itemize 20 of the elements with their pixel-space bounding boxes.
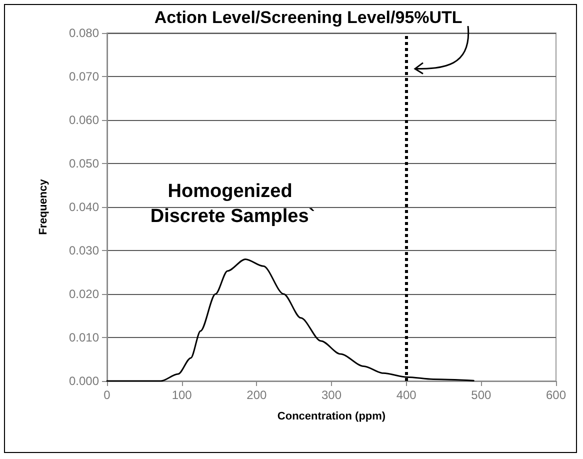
x-axis-title: Concentration (ppm)	[277, 410, 386, 422]
x-tick-label: 500	[471, 388, 492, 402]
y-tick-label: 0.080	[68, 26, 100, 40]
y-tick-label: 0.020	[68, 287, 100, 301]
x-tick-label: 0	[104, 388, 111, 402]
annotation: Homogenized Discrete Samples`	[150, 181, 316, 227]
ref-line-label: Action Level/Screening Level/95%UTL	[154, 8, 462, 27]
y-tick-label: 0.050	[68, 156, 100, 170]
x-tick-label: 300	[321, 388, 342, 402]
y-tick-label: 0.070	[68, 70, 100, 84]
x-tick-label: 200	[246, 388, 267, 402]
y-axis-title: Frequency	[38, 178, 50, 235]
x-tick-label: 100	[172, 388, 192, 402]
x-tick-label: 600	[546, 388, 566, 402]
y-tick-label: 0.030	[68, 244, 100, 258]
y-tick-label: 0.000	[68, 374, 100, 388]
y-tick-label: 0.010	[68, 330, 100, 344]
y-tick-label: 0.060	[68, 113, 100, 127]
x-tick-label: 400	[396, 388, 417, 402]
y-tick-label: 0.040	[68, 200, 100, 214]
